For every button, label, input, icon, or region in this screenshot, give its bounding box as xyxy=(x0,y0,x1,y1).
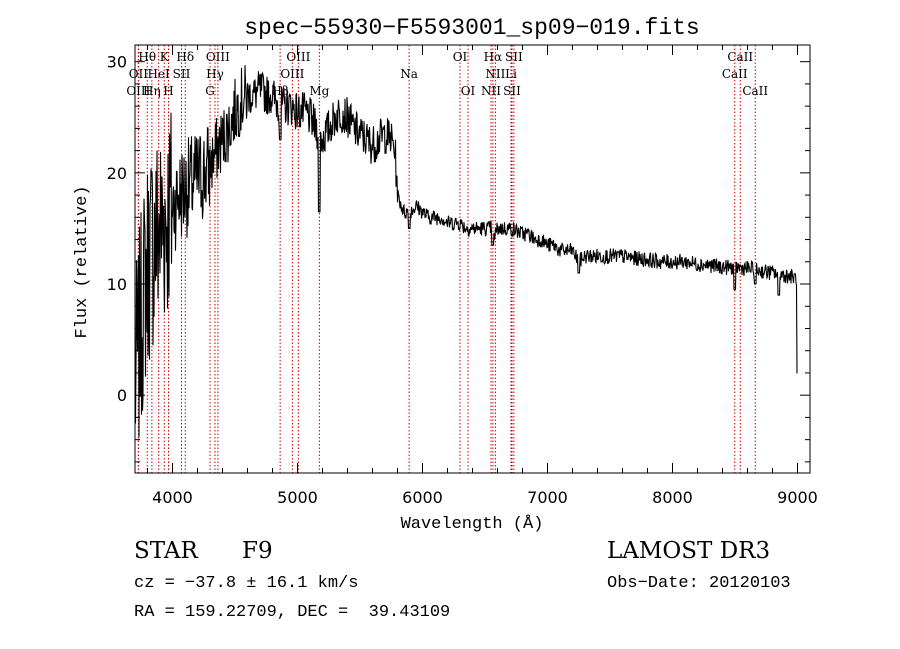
x-tick-label: 7000 xyxy=(527,488,568,507)
plot-frame xyxy=(134,44,811,474)
line-marker-label: H xyxy=(163,84,173,98)
line-marker-label: Li xyxy=(505,67,517,81)
y-tick-label: 10 xyxy=(107,275,127,294)
chart-title: spec−55930−F5593001_sp09−019.fits xyxy=(244,15,699,41)
line-marker-label: Mg xyxy=(309,84,329,98)
line-marker-label: CaII xyxy=(727,50,753,64)
x-tick-label: 9000 xyxy=(777,488,818,507)
spectrum-layer xyxy=(134,65,798,438)
x-axis-label: Wavelength (Å) xyxy=(401,515,544,534)
line-marker-label: NII xyxy=(485,67,505,81)
redshift-velocity: cz = −37.8 ± 16.1 km/s xyxy=(134,574,359,593)
observation-date: Obs−Date: 20120103 xyxy=(607,574,791,593)
axes-layer: 4000 5000 6000 7000 8000 9000 0 10 20 30 xyxy=(107,44,818,507)
line-marker-label: OIII xyxy=(206,50,230,64)
spectrum-line xyxy=(134,65,798,438)
x-tick-label: 6000 xyxy=(402,488,443,507)
line-marker-label: G xyxy=(205,84,215,98)
line-marker-label: Hα xyxy=(484,50,503,64)
line-marker-label: K xyxy=(160,50,170,64)
line-marker-label: Hη xyxy=(143,84,161,98)
line-marker-label: SII xyxy=(173,67,191,81)
ra-dec-coordinates: RA = 159.22709, DEC = 39.43109 xyxy=(134,603,451,622)
line-marker-label: Na xyxy=(400,67,418,81)
line-marker-label: Hδ xyxy=(176,50,194,64)
line-marker-label: OIII xyxy=(126,84,150,98)
line-marker-label: Hγ xyxy=(206,67,224,81)
x-tick-label: 4000 xyxy=(152,488,193,507)
line-marker-label: HeI xyxy=(147,67,170,81)
survey-name: LAMOST DR3 xyxy=(607,538,771,564)
line-marker-label: OI xyxy=(453,50,468,64)
object-subclass: F9 xyxy=(242,538,273,564)
line-marker-label: NII xyxy=(481,84,501,98)
x-tick-label: 8000 xyxy=(652,488,693,507)
line-marker-label: SII xyxy=(505,50,523,64)
y-tick-label: 20 xyxy=(107,164,127,183)
y-tick-label: 0 xyxy=(117,386,127,405)
y-tick-label: 30 xyxy=(107,53,127,72)
y-axis-label: Flux (relative) xyxy=(73,185,92,338)
line-marker-label: OIII xyxy=(280,67,304,81)
line-marker-label: CaII xyxy=(722,67,748,81)
line-marker-label: OIII xyxy=(286,50,310,64)
x-tick-label: 5000 xyxy=(277,488,318,507)
line-marker-label: SII xyxy=(503,84,521,98)
object-class: STAR xyxy=(134,538,198,564)
line-marker-label: CaII xyxy=(742,84,768,98)
line-marker-label: OI xyxy=(461,84,476,98)
